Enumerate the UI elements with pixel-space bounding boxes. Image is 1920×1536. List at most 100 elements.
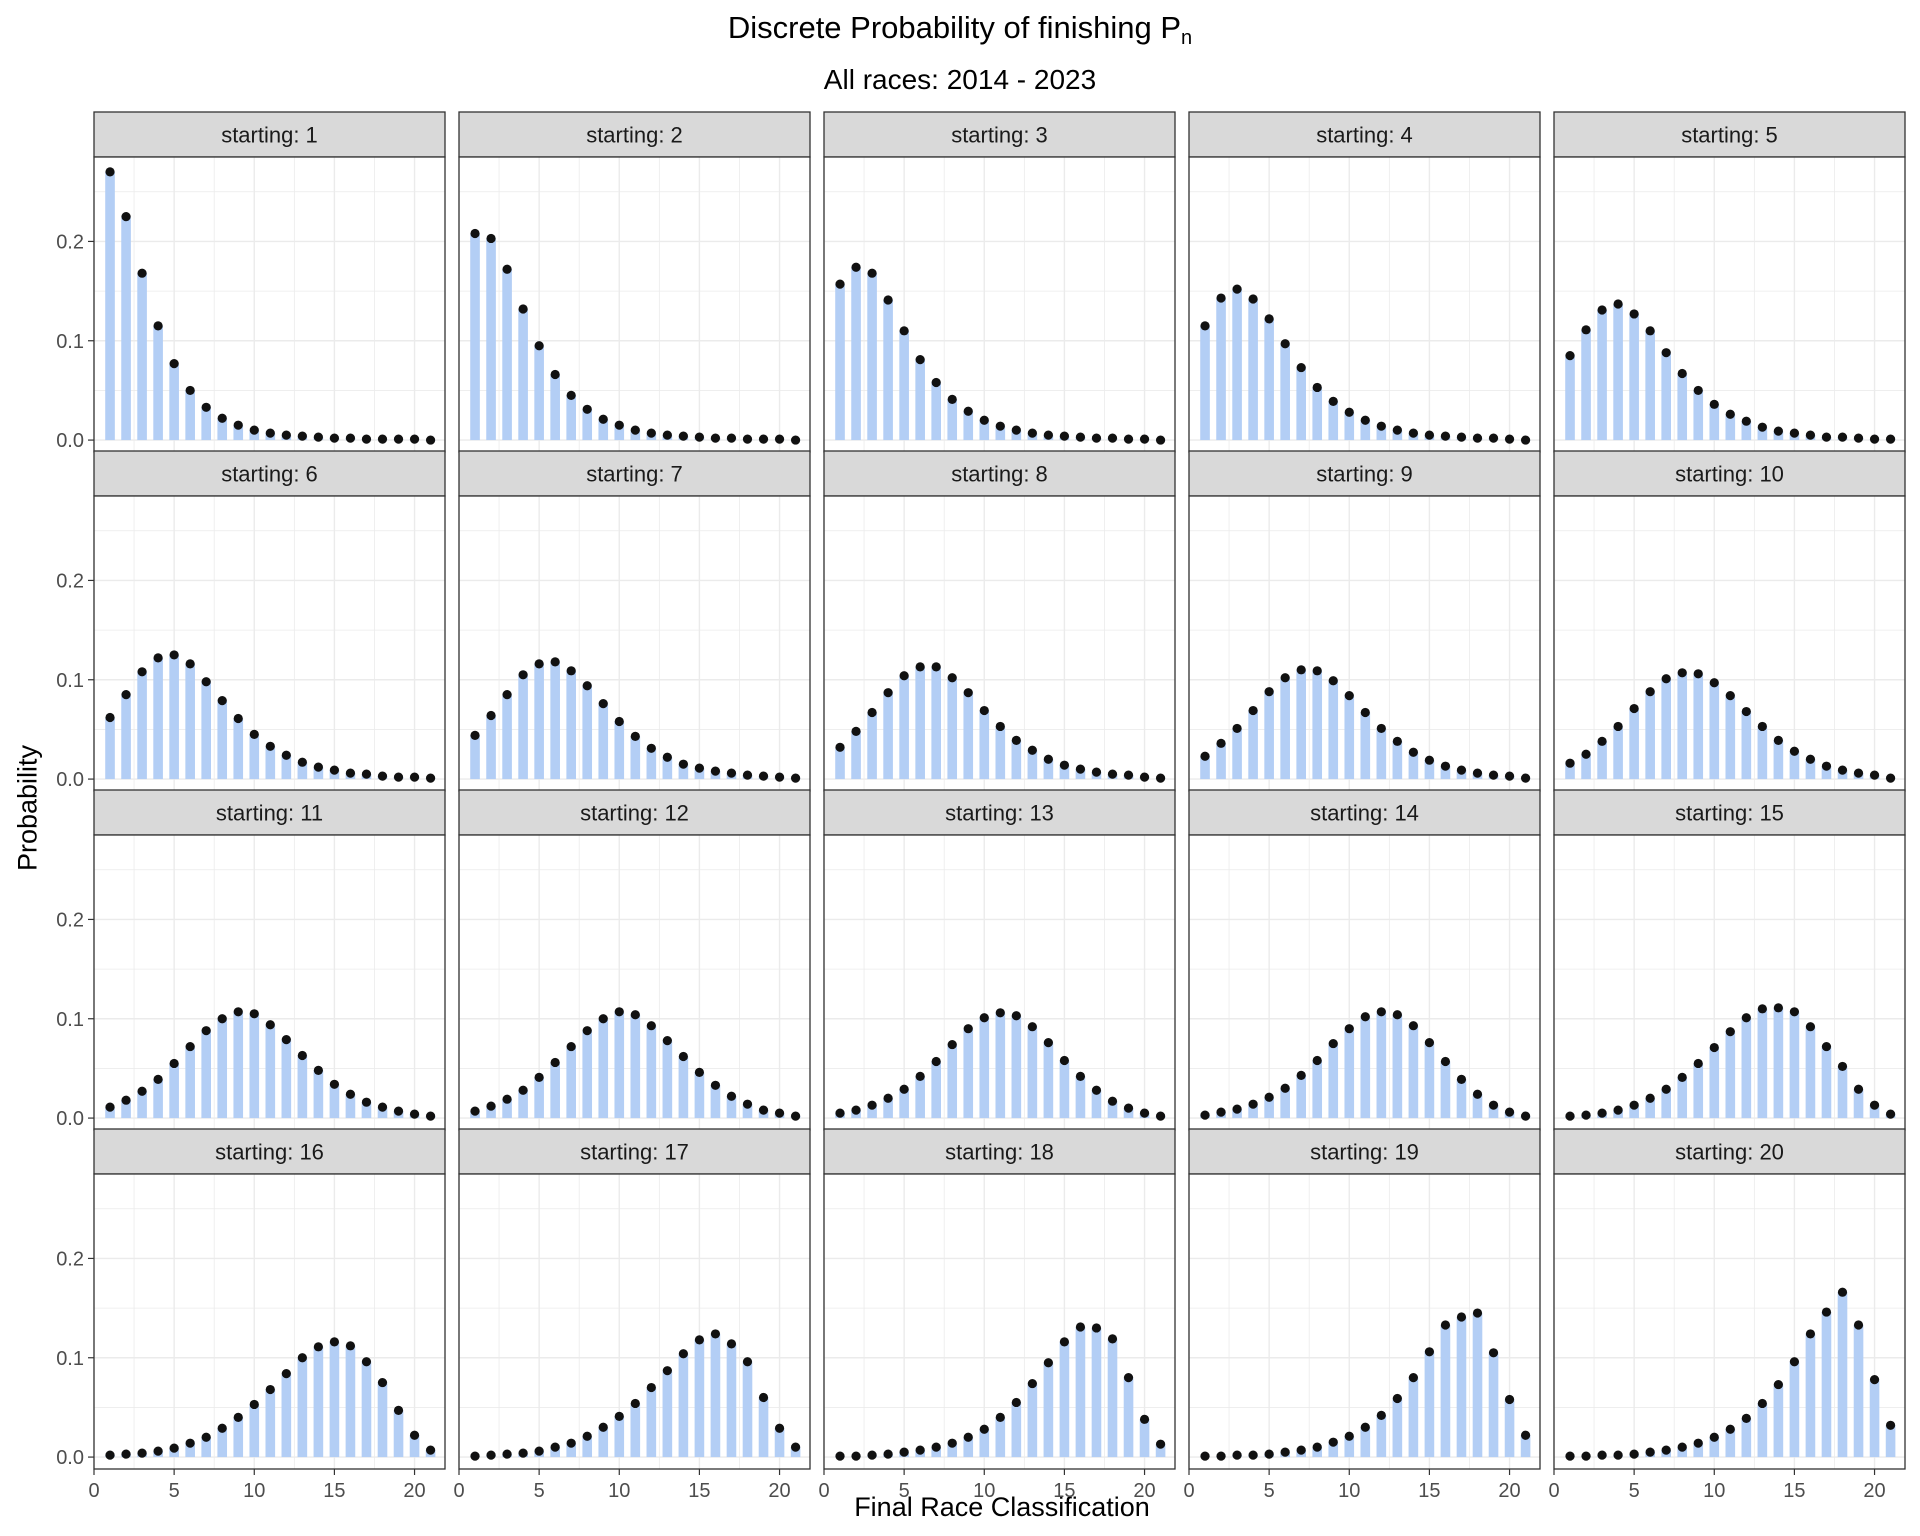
data-point <box>1837 765 1848 775</box>
bar <box>614 721 625 780</box>
facet-strip <box>93 1128 446 1175</box>
bar <box>1725 414 1736 441</box>
data-point <box>963 406 973 416</box>
data-point <box>534 1446 544 1456</box>
bar <box>1757 726 1768 780</box>
bar <box>249 734 260 780</box>
bar <box>105 1107 115 1119</box>
bar <box>851 267 861 441</box>
bar <box>1248 1104 1258 1119</box>
data-point <box>1597 1450 1607 1460</box>
data-point <box>297 431 307 441</box>
data-point <box>1597 736 1607 746</box>
data-point <box>1757 721 1767 732</box>
bar <box>105 171 115 441</box>
y-tick-label: 0.2 <box>56 231 84 253</box>
bar <box>694 1072 705 1119</box>
bar <box>1280 1088 1290 1119</box>
data-point <box>1725 1424 1735 1434</box>
bar <box>566 395 576 441</box>
data-point <box>1629 309 1639 319</box>
bar <box>1011 430 1022 441</box>
facet-label: starting: 10 <box>1675 462 1784 487</box>
data-point <box>313 1065 323 1076</box>
bar <box>883 300 893 441</box>
data-point <box>1027 745 1037 755</box>
data-point <box>1043 754 1053 764</box>
bar <box>947 1044 958 1119</box>
facet-label: starting: 4 <box>1316 123 1413 148</box>
data-point <box>963 688 973 698</box>
data-point <box>1043 1358 1053 1368</box>
data-point <box>265 1020 275 1030</box>
bar <box>1011 1402 1022 1458</box>
bar <box>534 663 544 780</box>
data-point <box>646 1382 656 1393</box>
data-point <box>1581 749 1591 759</box>
data-point <box>1107 1096 1118 1106</box>
data-point <box>1565 351 1575 361</box>
facet-label: starting: 8 <box>951 462 1048 487</box>
data-point <box>1853 1084 1864 1094</box>
bar <box>1456 1079 1467 1119</box>
data-point <box>550 1057 560 1068</box>
data-point <box>742 1099 753 1109</box>
data-point <box>646 1021 656 1031</box>
data-point <box>217 696 227 706</box>
data-point <box>995 421 1005 431</box>
data-point <box>1248 705 1258 716</box>
data-point <box>1472 433 1483 443</box>
x-tick-label: 20 <box>403 1480 425 1502</box>
data-point <box>1504 771 1515 781</box>
data-point <box>867 1100 877 1110</box>
data-point <box>1139 1414 1150 1424</box>
bar <box>678 764 689 780</box>
bar <box>249 1013 260 1119</box>
facet-label: starting: 19 <box>1310 1140 1419 1165</box>
data-point <box>486 1101 496 1111</box>
data-point <box>1677 1072 1687 1082</box>
panel-border <box>823 1173 1176 1470</box>
data-point <box>233 713 243 724</box>
bar <box>835 284 845 441</box>
data-point <box>883 688 893 698</box>
bar <box>361 1361 372 1458</box>
facet-label: starting: 3 <box>951 123 1048 148</box>
data-point <box>1885 773 1896 783</box>
data-point <box>899 326 909 336</box>
facet-label: starting: 5 <box>1681 123 1778 148</box>
panel-background <box>1189 157 1540 452</box>
data-point <box>1296 1070 1306 1080</box>
data-point <box>1344 1024 1354 1034</box>
bar <box>1075 1326 1086 1458</box>
bar <box>1821 1046 1832 1119</box>
bar <box>662 1370 673 1458</box>
bar <box>1853 1089 1864 1119</box>
bar <box>1725 1429 1736 1458</box>
data-point <box>137 667 147 677</box>
bar <box>534 1077 544 1119</box>
bar <box>1360 1016 1371 1119</box>
bar <box>1424 1042 1435 1119</box>
data-point <box>486 710 496 721</box>
data-point <box>867 1450 877 1460</box>
data-point <box>742 434 753 444</box>
data-point <box>774 1108 785 1118</box>
bar <box>1805 1333 1816 1458</box>
bar <box>979 710 990 780</box>
bar <box>1059 1341 1070 1458</box>
data-point <box>1139 1108 1150 1118</box>
bar <box>867 712 877 780</box>
data-point <box>1296 1445 1306 1455</box>
data-point <box>582 404 592 414</box>
data-point <box>726 433 737 443</box>
data-point <box>1027 1378 1037 1389</box>
data-point <box>1488 1348 1499 1358</box>
data-point <box>249 729 259 739</box>
bar <box>329 1341 340 1458</box>
bar <box>582 1030 593 1119</box>
bar <box>947 399 958 441</box>
data-point <box>1885 434 1896 444</box>
data-point <box>1757 1398 1767 1409</box>
data-point <box>1773 426 1783 436</box>
